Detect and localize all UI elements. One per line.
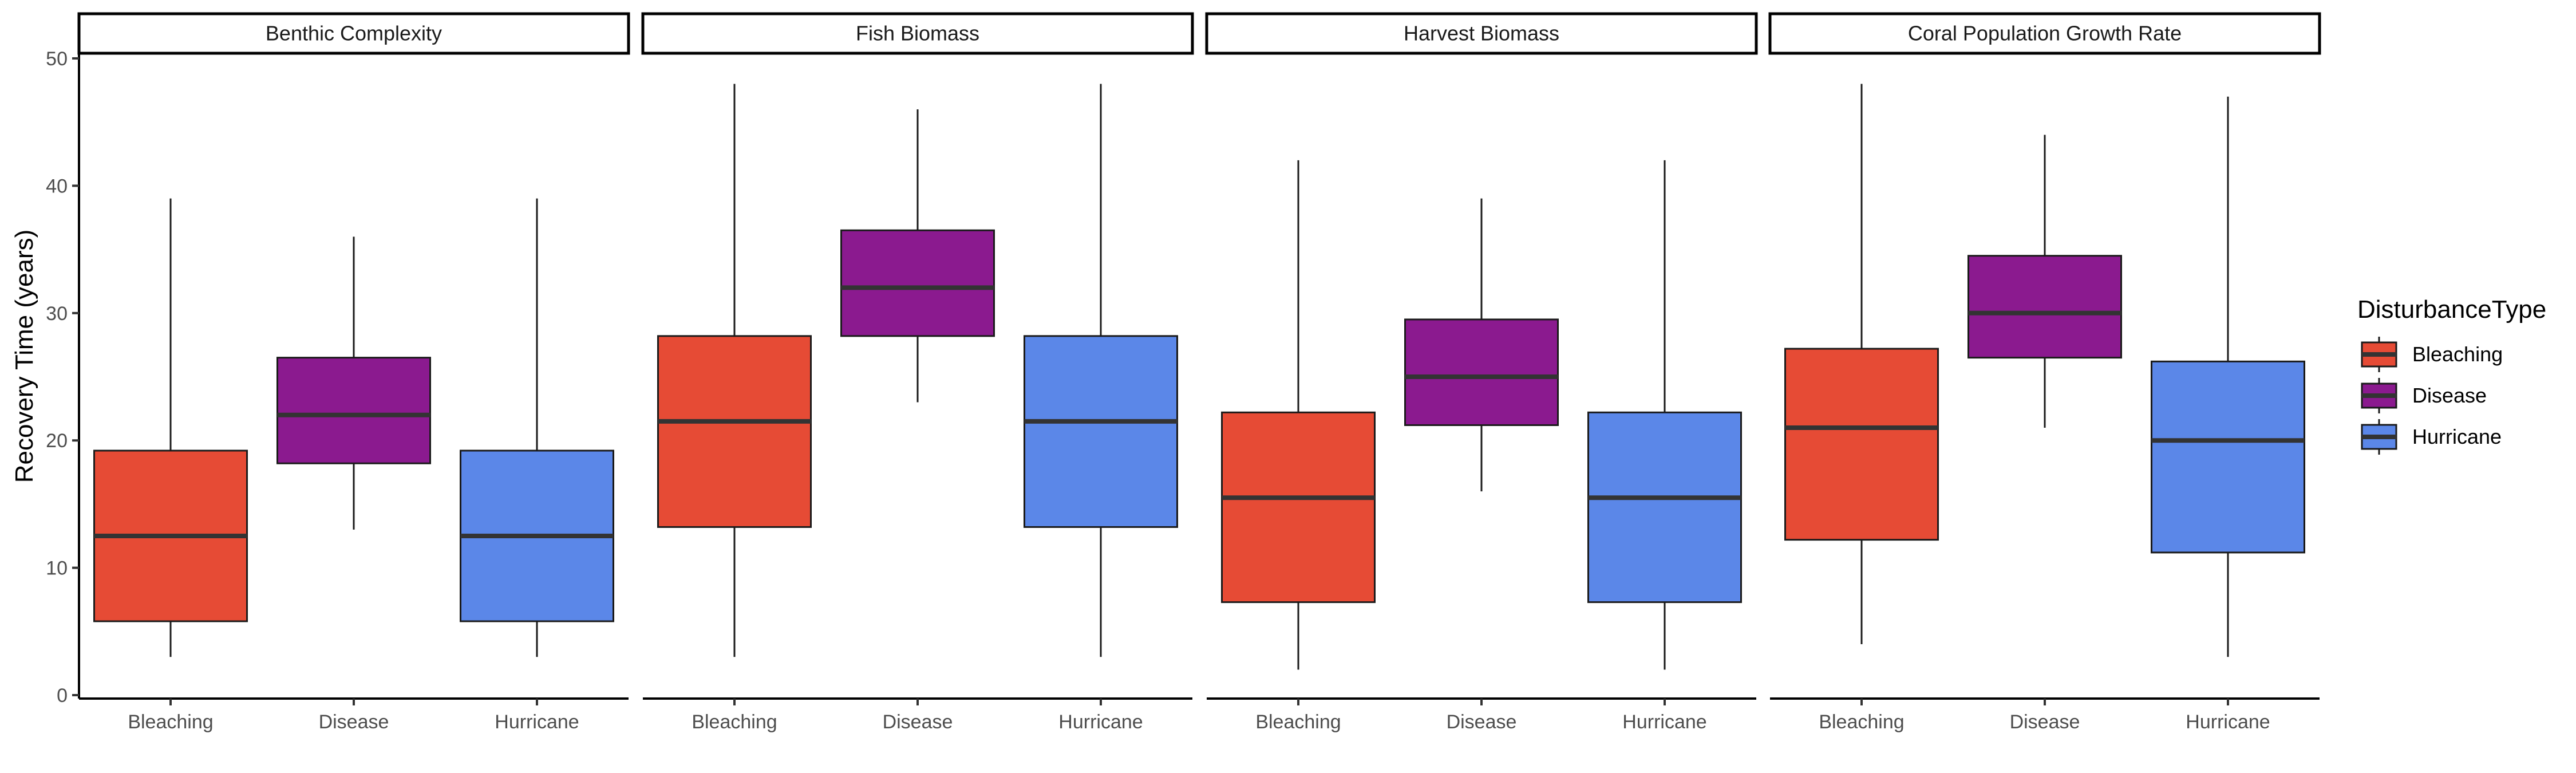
facets-group: 0 10 20 30 40 50 Benthic Complexity Bleaching Di… [46, 12, 2321, 733]
box-iqr [2151, 360, 2305, 554]
box-iqr [1784, 348, 1939, 541]
x-tick-label: Disease [319, 711, 389, 733]
x-tick-label: Hurricane [1058, 711, 1143, 733]
x-tick-label: Disease [2010, 711, 2080, 733]
box-iqr [1967, 255, 2122, 359]
x-tick-label: Hurricane [2186, 711, 2270, 733]
y-tick-label: 0 [57, 685, 68, 707]
x-tick-label: Bleaching [1255, 711, 1341, 733]
box-bleaching [1784, 84, 1939, 645]
x-tick-label: Bleaching [128, 711, 213, 733]
facet-strip-label: Benthic Complexity [266, 22, 442, 45]
x-tick-label: Disease [883, 711, 953, 733]
box-iqr [1221, 411, 1376, 604]
box-iqr [1024, 335, 1178, 528]
box-iqr [1587, 411, 1742, 604]
box-bleaching [1221, 160, 1376, 670]
box-iqr [1404, 318, 1559, 427]
box-bleaching [93, 198, 248, 657]
legend-title: DisturbanceType [2357, 295, 2546, 324]
legend-item-hurricane: Hurricane [2361, 419, 2502, 455]
box-disease [1404, 198, 1559, 492]
facet-strip [1768, 12, 2321, 55]
box-hurricane [2151, 96, 2305, 657]
facet-coral-population-growth-rate: Coral Population Growth Rate Bleaching Dis… [1768, 12, 2321, 733]
facet-harvest-biomass: Harvest Biomass Bleaching Disease Hurricane [1205, 12, 1758, 733]
legend: DisturbanceType Bleaching Disease Hurrican… [2357, 295, 2546, 455]
box-disease [1967, 135, 2122, 428]
box-hurricane [1587, 160, 1742, 670]
y-tick-label: 10 [46, 558, 68, 579]
y-axis-title: Recovery Time (years) [10, 230, 38, 483]
legend-item-disease: Disease [2361, 378, 2487, 413]
box-iqr [276, 357, 431, 464]
y-tick-label: 30 [46, 303, 68, 325]
x-tick-label: Bleaching [692, 711, 777, 733]
facet-strip [641, 12, 1194, 55]
y-tick-label: 50 [46, 48, 68, 70]
x-tick-label: Disease [1447, 711, 1517, 733]
legend-label: Hurricane [2412, 425, 2502, 448]
box-iqr [840, 229, 995, 337]
facet-fish-biomass: Fish Biomass Bleaching Disease Hurricane [641, 12, 1194, 733]
facet-strip [1205, 12, 1758, 55]
legend-label: Bleaching [2412, 342, 2503, 366]
facet-strip-label: Coral Population Growth Rate [1908, 22, 2182, 45]
box-iqr [657, 335, 812, 528]
facet-benthic-complexity: Benthic Complexity Bleaching Disease Hurric… [77, 12, 630, 733]
facet-strip [77, 12, 630, 55]
facet-strip-label: Harvest Biomass [1404, 22, 1559, 45]
box-hurricane [1024, 84, 1178, 657]
x-tick-label: Hurricane [495, 711, 579, 733]
box-bleaching [657, 84, 812, 657]
legend-item-bleaching: Bleaching [2361, 337, 2503, 372]
facet-strip-label: Fish Biomass [856, 22, 979, 45]
y-tick-label: 40 [46, 175, 68, 197]
legend-label: Disease [2412, 384, 2487, 407]
x-tick-label: Hurricane [1622, 711, 1706, 733]
box-disease [276, 236, 431, 530]
y-axis: 0 10 20 30 40 50 [46, 48, 80, 707]
y-tick-label: 20 [46, 430, 68, 452]
box-hurricane [460, 198, 614, 657]
x-tick-label: Bleaching [1819, 711, 1904, 733]
box-disease [840, 109, 995, 403]
